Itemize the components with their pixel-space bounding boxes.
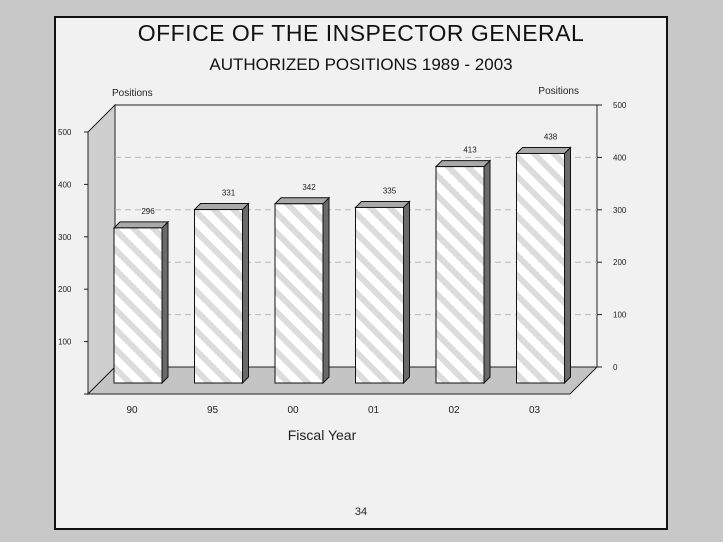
left-axis-tick-label: 300 xyxy=(58,233,72,242)
bar-side xyxy=(161,220,169,385)
bar-value-label: 413 xyxy=(463,146,477,155)
bar-side xyxy=(242,202,249,385)
bar-side xyxy=(483,159,491,385)
bar xyxy=(194,209,243,384)
x-axis-tick-label: 03 xyxy=(529,405,541,416)
left-axis-tick-label: 500 xyxy=(58,128,72,137)
right-axis-tick-label: 100 xyxy=(613,311,627,320)
bar-value-label: 335 xyxy=(383,186,397,195)
x-axis-tick-label: 90 xyxy=(126,405,138,416)
left-axis-tick-label: 200 xyxy=(58,285,72,294)
bar-top xyxy=(112,221,170,229)
right-axis-tick-label: 500 xyxy=(613,101,627,110)
left-axis-title: Positions xyxy=(112,88,153,99)
bar xyxy=(435,166,485,384)
bar-value-label: 342 xyxy=(302,183,316,192)
x-axis-tick-label: 95 xyxy=(207,405,219,416)
right-axis-tick-label: 0 xyxy=(613,363,618,372)
bar-top xyxy=(273,197,331,205)
bar-top xyxy=(434,160,492,168)
chart-subtitle: AUTHORIZED POSITIONS 1989 - 2003 xyxy=(209,55,513,74)
left-axis-tick-label: 100 xyxy=(58,338,72,347)
side-wall xyxy=(87,103,116,396)
bar xyxy=(516,152,565,384)
bar-value-label: 331 xyxy=(222,189,236,198)
x-axis-title: Fiscal Year xyxy=(288,427,357,443)
x-axis-tick-label: 00 xyxy=(287,405,299,416)
right-axis-title: Positions xyxy=(538,86,579,97)
chart-title: OFFICE OF THE INSPECTOR GENERAL xyxy=(137,20,585,46)
left-axis-tick-label: 400 xyxy=(58,180,72,189)
bar xyxy=(355,206,404,384)
bar-top xyxy=(515,146,572,154)
right-axis-tick-label: 400 xyxy=(613,153,627,162)
bar xyxy=(274,203,324,384)
right-axis-tick-label: 200 xyxy=(613,258,627,267)
bar-top xyxy=(354,200,411,208)
bar-top xyxy=(193,203,250,211)
x-axis-tick-label: 02 xyxy=(448,405,460,416)
bar-side xyxy=(403,200,410,385)
bar-side xyxy=(564,146,571,385)
x-axis-tick-label: 01 xyxy=(368,405,380,416)
right-axis-tick-label: 300 xyxy=(613,206,627,215)
bar-side xyxy=(322,196,330,385)
bar-value-label: 438 xyxy=(544,132,558,141)
page-number: 34 xyxy=(354,506,368,518)
bar-value-label: 296 xyxy=(141,207,155,216)
bar xyxy=(113,227,163,384)
